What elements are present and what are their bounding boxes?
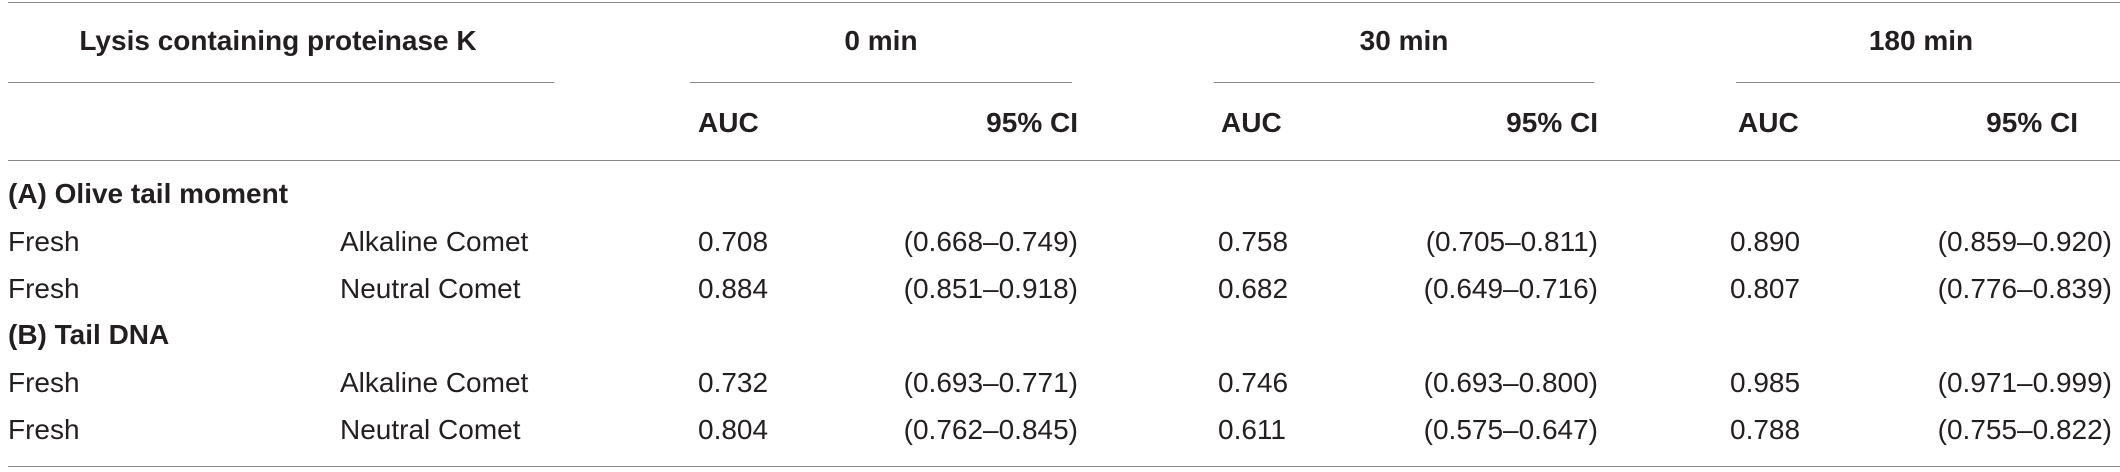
auc-0-cell: 0.708 [698, 226, 769, 257]
auc-30-header: AUC [1221, 107, 1282, 138]
auc-0-cell: 0.804 [698, 414, 769, 445]
auc-180-cell: 0.890 [1730, 226, 1801, 257]
table-bottom-rule [8, 466, 2120, 467]
auc-0-header: AUC [698, 107, 759, 138]
ci-180-cell: (0.776–0.839) [1937, 273, 2112, 304]
sample-cell: Fresh [8, 273, 80, 304]
assay-cell: Alkaline Comet [340, 367, 529, 398]
auc-30-cell: 0.758 [1218, 226, 1289, 257]
assay-cell: Alkaline Comet [340, 226, 529, 257]
ci-0-cell: (0.762–0.845) [903, 414, 1078, 445]
time-30-header: 30 min [1359, 25, 1449, 56]
auc-30-cell: 0.682 [1218, 273, 1289, 304]
time-180-header: 180 min [1868, 25, 1974, 56]
time-180-rule [1736, 82, 2120, 83]
ci-30-header: 95% CI [1506, 107, 1598, 138]
auc-0-cell: 0.732 [698, 367, 769, 398]
assay-cell: Neutral Comet [340, 414, 521, 445]
ci-30-cell: (0.705–0.811) [1425, 226, 1598, 257]
table-top-rule [8, 2, 2120, 3]
auc-180-cell: 0.985 [1730, 367, 1801, 398]
ci-0-cell: (0.668–0.749) [903, 226, 1078, 257]
time-0-rule [690, 82, 1072, 83]
section-title: (B) Tail DNA [8, 319, 170, 350]
ci-180-header: 95% CI [1986, 107, 2078, 138]
sample-cell: Fresh [8, 367, 80, 398]
ci-180-cell: (0.755–0.822) [1937, 414, 2112, 445]
ci-0-cell: (0.693–0.771) [903, 367, 1078, 398]
ci-30-cell: (0.575–0.647) [1423, 414, 1598, 445]
time-30-rule [1214, 82, 1594, 83]
auc-180-header: AUC [1738, 107, 1799, 138]
auc-0-cell: 0.884 [698, 273, 769, 304]
time-0-header: 0 min [844, 25, 918, 56]
lysis-header: Lysis containing proteinase K [79, 25, 477, 56]
sample-cell: Fresh [8, 414, 80, 445]
ci-30-cell: (0.693–0.800) [1423, 367, 1598, 398]
ci-0-header: 95% CI [986, 107, 1078, 138]
lysis-header-rule [8, 82, 554, 83]
section-title: (A) Olive tail moment [8, 178, 289, 209]
auc-30-cell: 0.746 [1218, 367, 1289, 398]
ci-30-cell: (0.649–0.716) [1423, 273, 1598, 304]
auc-180-cell: 0.807 [1730, 273, 1801, 304]
ci-180-cell: (0.971–0.999) [1937, 367, 2112, 398]
header-bottom-rule [8, 160, 2120, 161]
auc-180-cell: 0.788 [1730, 414, 1801, 445]
ci-180-cell: (0.859–0.920) [1937, 226, 2112, 257]
auc-30-cell: 0.611 [1218, 414, 1286, 445]
sample-cell: Fresh [8, 226, 80, 257]
assay-cell: Neutral Comet [340, 273, 521, 304]
ci-0-cell: (0.851–0.918) [903, 273, 1078, 304]
